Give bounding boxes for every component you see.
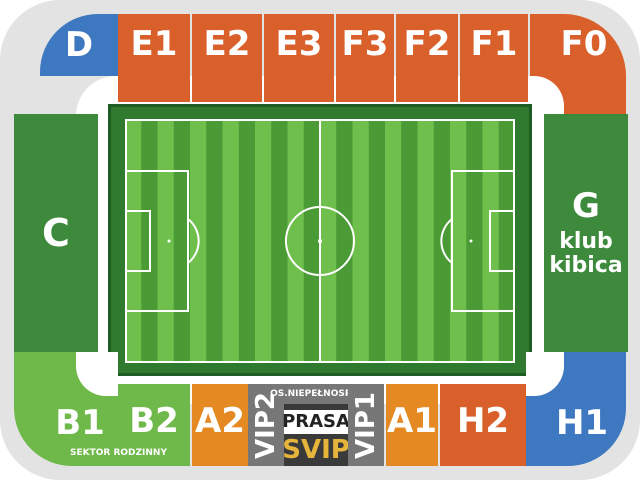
pitch-stripe <box>385 119 402 363</box>
pitch-stripe <box>206 119 223 363</box>
sector-e3-label: E3 <box>275 24 323 64</box>
sektor-rodzinny-label: SEKTOR RODZINNY <box>70 448 167 458</box>
sector-h2[interactable]: H2 <box>440 384 526 466</box>
left-penalty-arc <box>187 218 200 264</box>
sector-prasa-svip[interactable]: OS.NIEPEŁNOSPR. PRASA SVIP <box>270 384 362 466</box>
pitch-stripe <box>157 119 175 363</box>
sector-e3[interactable]: E3 <box>264 14 334 102</box>
sector-g-klub-label: klub <box>559 229 613 254</box>
right-penalty-arc <box>440 218 453 264</box>
sector-e1[interactable]: E1 <box>118 14 190 102</box>
sector-b2[interactable]: B2 <box>118 384 190 466</box>
pitch-stripe <box>271 119 288 363</box>
left-penalty-spot <box>167 239 171 243</box>
sector-f0-label: F0 <box>560 24 608 64</box>
pitch-stripe <box>238 119 256 363</box>
sector-vip2[interactable]: VIP2 <box>248 384 284 466</box>
sector-a1-label: A1 <box>387 401 437 441</box>
sector-a1[interactable]: A1 <box>386 384 438 466</box>
sector-a2-label: A2 <box>195 401 245 441</box>
sector-d-label: D <box>64 25 94 65</box>
pitch-stripe <box>417 119 435 363</box>
sector-vip1[interactable]: VIP1 <box>348 384 384 466</box>
pitch-stripe <box>498 119 515 363</box>
pitch-stripe <box>401 119 418 363</box>
sector-e2[interactable]: E2 <box>192 14 262 102</box>
center-spot <box>318 239 322 243</box>
os-niepelnospr-label: OS.NIEPEŁNOSPR. <box>270 384 362 404</box>
prasa-label: PRASA <box>282 410 350 434</box>
sector-f2[interactable]: F2 <box>396 14 458 102</box>
sector-f3[interactable]: F3 <box>336 14 394 102</box>
sector-g[interactable]: G klub kibica <box>544 114 628 352</box>
pitch-stripe <box>368 119 386 363</box>
sector-vip2-label: VIP2 <box>251 391 281 459</box>
sector-c-label: C <box>42 211 70 255</box>
football-pitch <box>108 104 532 376</box>
pitch-stripe <box>336 119 353 363</box>
sector-g-kibica-label: kibica <box>549 253 623 278</box>
sector-vip1-label: VIP1 <box>351 391 381 459</box>
sector-b2-label: B2 <box>129 401 179 441</box>
pitch-stripe <box>303 119 321 363</box>
sector-e1-label: E1 <box>130 24 178 64</box>
right-goal-area <box>489 210 515 272</box>
pitch-markings <box>125 119 515 363</box>
sector-g-label: G <box>572 186 600 226</box>
pitch-stripe <box>255 119 272 363</box>
sector-a2[interactable]: A2 <box>192 384 248 466</box>
pitch-stripe <box>352 119 370 363</box>
sector-b1-label: B1 <box>55 403 105 443</box>
right-penalty-spot <box>469 239 473 243</box>
pitch-stripe <box>450 119 467 363</box>
left-goal-area <box>125 210 151 272</box>
sector-f2-label: F2 <box>403 24 451 64</box>
pitch-stripe <box>320 119 337 363</box>
pitch-stripe <box>287 119 305 363</box>
pitch-stripe <box>125 119 142 363</box>
sector-f1[interactable]: F1 <box>460 14 528 102</box>
sector-h2-label: H2 <box>456 401 510 441</box>
center-circle <box>285 206 355 276</box>
pitch-stripe <box>173 119 191 363</box>
pitch-stripe <box>222 119 240 363</box>
svip-label: SVIP <box>282 435 350 465</box>
sector-e2-label: E2 <box>203 24 251 64</box>
sector-h1-label: H1 <box>555 403 609 443</box>
sector-f3-label: F3 <box>341 24 389 64</box>
pitch-stripe <box>466 119 483 363</box>
sector-f1-label: F1 <box>470 24 518 64</box>
sector-c[interactable]: C <box>14 114 98 352</box>
